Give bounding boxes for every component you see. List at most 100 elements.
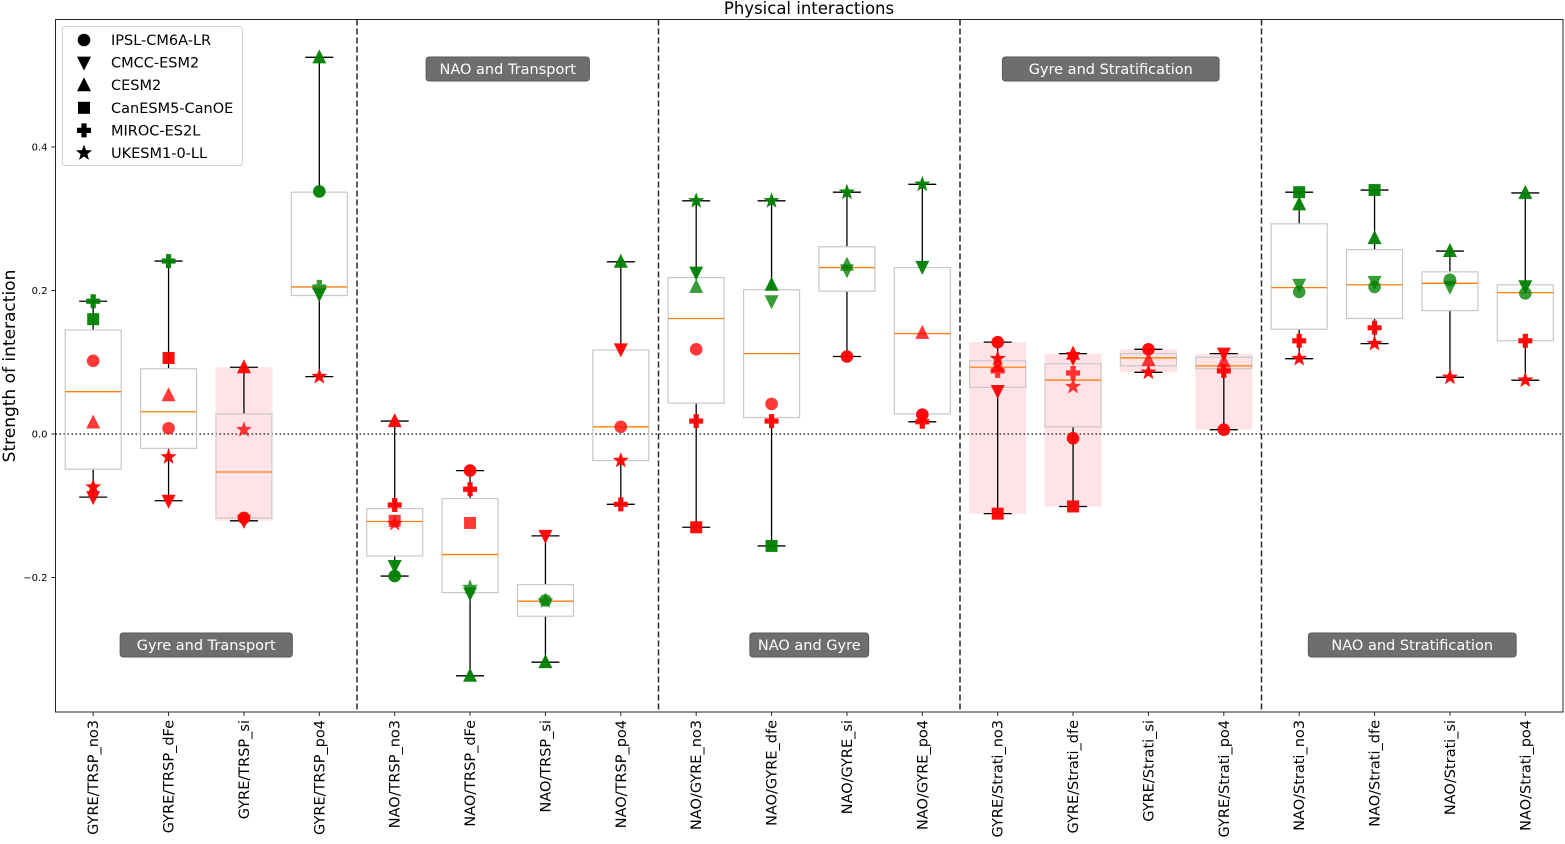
data-point-triangle-up (1141, 352, 1156, 367)
point-layer (85, 49, 1534, 682)
data-point-triangle-up (839, 256, 854, 271)
data-point-star (85, 478, 102, 494)
data-point-star (1441, 368, 1459, 385)
data-point-plus (1367, 320, 1382, 335)
data-point-plus (1518, 333, 1533, 348)
legend-item: CMCC-ESM2 (77, 56, 199, 72)
data-point-triangle-up (86, 414, 101, 429)
legend-label: IPSL-CM6A-LR (111, 33, 211, 49)
data-point-triangle-up (689, 278, 704, 293)
x-tick-label: NAO/Strati_dfe (1368, 720, 1384, 827)
x-tick-label: GYRE/TRSP_po4 (312, 720, 328, 835)
box-NAO/Strati_si (1421, 250, 1479, 378)
data-point-circle (1217, 423, 1231, 436)
annotation-label: NAO and Transport (440, 62, 577, 78)
data-point-plus (387, 498, 402, 513)
data-point-star (160, 448, 177, 464)
data-point-plus (915, 414, 930, 429)
data-point-triangle-down (689, 266, 704, 281)
data-point-star (838, 183, 856, 200)
x-tick-label: GYRE/Strati_no3 (991, 720, 1007, 837)
data-point-star (1291, 350, 1308, 366)
box-iqr (64, 329, 122, 470)
data-point-triangle-up (1518, 184, 1533, 199)
box-iqr (818, 246, 876, 292)
x-tick-label: GYRE/Strati_si (1141, 720, 1157, 822)
star-icon (75, 144, 93, 160)
plus-icon (77, 123, 91, 138)
group-annotation: NAO and Gyre (749, 632, 870, 658)
data-point-star (311, 368, 328, 384)
x-tick-label: GYRE/Strati_dfe (1066, 720, 1082, 834)
data-point-plus (463, 482, 478, 497)
x-tick-label: GYRE/Strati_po4 (1217, 720, 1233, 838)
data-point-circle (1142, 343, 1155, 356)
data-point-triangle-up (161, 387, 176, 402)
x-tick-label: NAO/TRSP_no3 (388, 720, 404, 828)
data-point-triangle-up (463, 667, 478, 682)
data-point-square (765, 539, 778, 552)
data-point-plus (86, 294, 101, 309)
data-point-square (162, 351, 175, 364)
data-point-circle (689, 343, 703, 356)
x-tick-label: NAO/TRSP_si (538, 720, 554, 813)
box-iqr (139, 368, 198, 449)
data-point-circle (614, 420, 628, 434)
data-point-triangle-down (538, 529, 553, 544)
data-point-triangle-down (161, 494, 176, 509)
x-tick-label: NAO/TRSP_po4 (614, 720, 630, 828)
data-point-circle (463, 464, 477, 477)
box-GYRE/TRSP_po4 (290, 56, 348, 378)
data-point-triangle-up (1442, 243, 1457, 258)
x-tick-label: NAO/Strati_po4 (1518, 720, 1534, 831)
annotation-box (119, 632, 293, 658)
data-point-plus (613, 497, 628, 512)
data-point-plus (1066, 366, 1081, 381)
annotation-box (749, 632, 870, 658)
square-icon (78, 101, 90, 114)
y-axis-ticks: −0.2 0.0 0.2 0.4 (23, 143, 56, 584)
annotation-label: NAO and Stratification (1331, 638, 1493, 654)
box-iqr (441, 497, 499, 594)
data-point-star (914, 175, 931, 192)
data-point-star (1517, 371, 1534, 388)
box-iqr (592, 349, 650, 462)
box-NAO/TRSP_dFe (441, 469, 499, 677)
data-point-circle (840, 350, 854, 363)
legend-item: IPSL-CM6A-LR (77, 33, 211, 49)
x-tick-label: GYRE/TRSP_si (237, 720, 253, 819)
data-point-triangle-up (236, 359, 251, 374)
data-point-triangle-up (387, 413, 402, 428)
data-point-circle (991, 335, 1004, 349)
triangle-down-icon (77, 56, 91, 71)
legend-item: CESM2 (77, 77, 161, 94)
plot-frame (55, 19, 1564, 713)
x-tick-label: NAO/Strati_si (1443, 720, 1459, 815)
data-point-triangle-down (387, 560, 402, 575)
data-point-triangle-down (764, 295, 779, 310)
legend-label: MIROC-ES2L (111, 123, 200, 139)
data-point-triangle-up (915, 324, 930, 339)
data-point-triangle-up (1066, 345, 1081, 360)
box-NAO/GYRE_no3 (667, 200, 725, 528)
x-tick-label: NAO/GYRE_si (840, 720, 856, 814)
box-iqr (893, 266, 951, 415)
x-tick-label: GYRE/TRSP_no3 (86, 720, 102, 835)
shade-layer (215, 342, 1253, 521)
group-separator-layer (356, 19, 1263, 712)
group-annotation: Gyre and Transport (119, 632, 293, 658)
legend-label: UKESM1-0-LL (111, 146, 207, 162)
data-point-square (690, 521, 703, 534)
x-tick-label: NAO/Strati_no3 (1292, 720, 1308, 831)
data-point-triangle-down (1367, 275, 1382, 290)
data-point-square (1368, 184, 1381, 197)
data-point-triangle-down (86, 491, 101, 506)
data-point-square (1067, 500, 1080, 513)
box-NAO/GYRE_dfe (742, 200, 801, 547)
legend-label: CanESM5-CanOE (111, 101, 233, 117)
box-NAO/GYRE_po4 (893, 183, 951, 423)
data-point-plus (764, 414, 779, 429)
y-axis-label: Strength of interaction (0, 270, 20, 463)
box-iqr (1421, 271, 1479, 312)
